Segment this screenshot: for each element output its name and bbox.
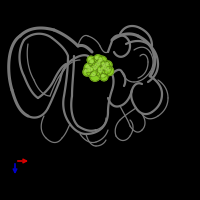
Circle shape (100, 73, 108, 81)
Circle shape (102, 75, 104, 77)
Circle shape (93, 65, 97, 69)
Circle shape (91, 61, 93, 63)
Circle shape (96, 57, 98, 59)
Circle shape (97, 62, 100, 65)
Circle shape (104, 66, 114, 76)
Circle shape (106, 63, 108, 65)
Circle shape (84, 63, 94, 73)
Circle shape (94, 55, 102, 63)
Circle shape (100, 61, 110, 71)
Circle shape (92, 73, 95, 76)
Circle shape (86, 65, 89, 68)
Circle shape (94, 59, 106, 71)
Circle shape (83, 68, 91, 76)
Circle shape (97, 56, 107, 66)
Circle shape (96, 66, 108, 78)
Circle shape (89, 59, 97, 67)
Circle shape (102, 63, 105, 66)
Circle shape (89, 58, 91, 60)
Circle shape (90, 71, 100, 81)
Circle shape (106, 68, 109, 71)
Circle shape (91, 63, 103, 75)
Circle shape (99, 58, 102, 61)
Circle shape (103, 66, 106, 69)
Circle shape (89, 68, 92, 71)
Circle shape (86, 65, 98, 77)
Circle shape (87, 56, 95, 64)
Circle shape (99, 69, 102, 72)
Circle shape (101, 64, 111, 74)
Circle shape (85, 70, 87, 72)
Circle shape (104, 61, 112, 69)
